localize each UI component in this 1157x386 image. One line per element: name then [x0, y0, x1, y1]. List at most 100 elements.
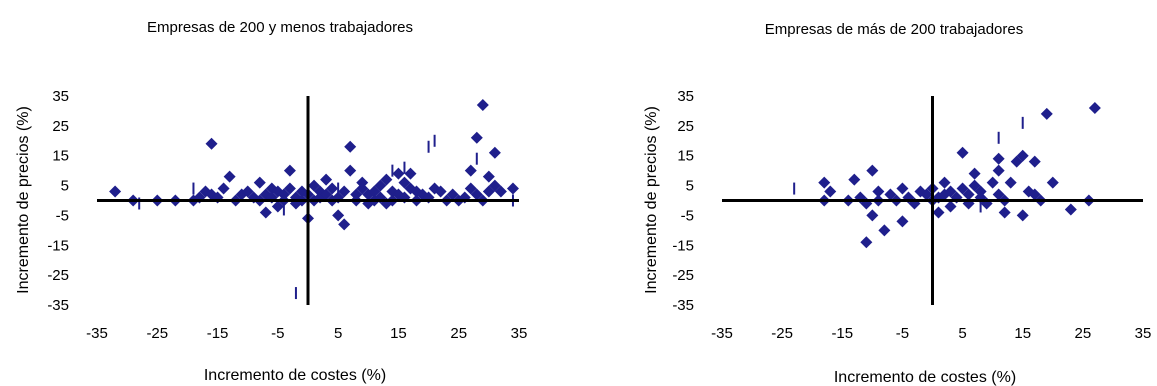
- chart-right: Empresas de más de 200 trabajadores Incr…: [643, 21, 1151, 386]
- data-point: [253, 176, 266, 189]
- x-tick-label: -35: [86, 325, 108, 342]
- y-tick-label: 25: [677, 118, 694, 135]
- data-point: [998, 206, 1011, 219]
- x-tick-label: -35: [711, 325, 733, 342]
- data-point: [494, 185, 507, 198]
- y-tick-label: -35: [47, 297, 69, 314]
- x-tick-label: 25: [450, 325, 467, 342]
- data-point: [344, 140, 357, 153]
- y-tick-label: -25: [47, 267, 69, 284]
- y-tick-label: -5: [56, 207, 69, 224]
- data-point: [446, 188, 459, 201]
- y-tick-label: 35: [52, 88, 69, 105]
- data-point: [818, 176, 831, 189]
- data-point: [974, 185, 987, 198]
- data-point: [1046, 176, 1059, 189]
- x-axis-label: Incremento de costes (%): [834, 369, 1016, 386]
- y-tick-label: 35: [677, 88, 694, 105]
- data-point: [380, 173, 393, 186]
- y-tick-label: -5: [681, 207, 694, 224]
- data-point: [1016, 209, 1029, 222]
- chart-title: Empresas de más de 200 trabajadores: [765, 21, 1023, 38]
- data-point: [259, 206, 272, 219]
- x-axis-label: Incremento de costes (%): [204, 367, 386, 384]
- data-point: [320, 173, 333, 186]
- y-tick-label: -15: [47, 237, 69, 254]
- x-tick-label: 25: [1075, 325, 1092, 342]
- data-point: [896, 182, 909, 195]
- data-point: [1028, 155, 1041, 168]
- data-point: [344, 164, 357, 177]
- data-point: [992, 152, 1005, 165]
- y-tick-label: -35: [672, 297, 694, 314]
- x-tick-label: -5: [271, 325, 284, 342]
- data-point: [392, 167, 405, 180]
- data-point: [326, 182, 339, 195]
- data-point: [283, 164, 296, 177]
- x-tick-label: 15: [390, 325, 407, 342]
- data-point: [866, 164, 879, 177]
- data-point: [470, 188, 483, 201]
- y-tick-label: -15: [672, 237, 694, 254]
- y-axis-label: Incremento de precios (%): [643, 106, 660, 294]
- data-point: [482, 170, 495, 183]
- data-point: [506, 182, 519, 195]
- y-tick-label: 15: [52, 148, 69, 165]
- y-tick-label: 5: [61, 178, 69, 195]
- x-tick-label: -15: [207, 325, 229, 342]
- data-point: [944, 200, 957, 213]
- data-point: [356, 176, 369, 189]
- data-point: [932, 206, 945, 219]
- data-point: [860, 236, 873, 249]
- chart-title: Empresas de 200 y menos trabajadores: [147, 19, 413, 36]
- data-point: [332, 209, 345, 222]
- data-point: [470, 131, 483, 144]
- x-tick-label: -5: [896, 325, 909, 342]
- data-point: [1004, 176, 1017, 189]
- y-axis-label: Incremento de precios (%): [15, 106, 32, 294]
- x-tick-label: -25: [771, 325, 793, 342]
- data-point: [968, 167, 981, 180]
- data-point: [223, 170, 236, 183]
- data-point: [488, 146, 501, 159]
- data-point: [962, 188, 975, 201]
- data-point: [986, 176, 999, 189]
- data-point: [338, 218, 351, 231]
- x-tick-label: 15: [1014, 325, 1031, 342]
- tick-labels: -35 -25 -15 -5 5 15 25 35 35 25 15 5 -5 -15 -25 -35: [672, 88, 1151, 342]
- data-point: [938, 176, 951, 189]
- data-point: [283, 182, 296, 195]
- data-point: [896, 215, 909, 228]
- data-point: [956, 146, 969, 159]
- data-points: [793, 101, 1101, 249]
- tick-labels: -35 -25 -15 -5 5 15 25 35 35 25 15 5 -5 -15 -25 -35: [47, 88, 527, 342]
- x-tick-label: 5: [334, 325, 342, 342]
- data-point: [866, 209, 879, 222]
- data-point: [848, 173, 861, 186]
- data-point: [464, 164, 477, 177]
- data-point: [1088, 101, 1101, 114]
- x-tick-label: -15: [831, 325, 853, 342]
- x-tick-label: 5: [958, 325, 966, 342]
- chart-left: Empresas de 200 y menos trabajadores Inc…: [15, 19, 527, 384]
- data-point: [992, 164, 1005, 177]
- data-point: [1016, 149, 1029, 162]
- data-point: [338, 185, 351, 198]
- data-point: [109, 185, 122, 198]
- y-tick-label: 5: [686, 178, 694, 195]
- x-tick-label: 35: [1135, 325, 1152, 342]
- x-tick-label: 35: [511, 325, 528, 342]
- data-point: [824, 185, 837, 198]
- data-point: [476, 98, 489, 111]
- data-point: [1064, 203, 1077, 216]
- data-point: [872, 185, 885, 198]
- data-point: [217, 182, 230, 195]
- data-point: [878, 224, 891, 237]
- y-tick-label: -25: [672, 267, 694, 284]
- x-tick-label: -25: [146, 325, 168, 342]
- data-point: [1040, 107, 1053, 120]
- data-point: [434, 185, 447, 198]
- y-tick-label: 25: [52, 118, 69, 135]
- y-tick-label: 15: [677, 148, 694, 165]
